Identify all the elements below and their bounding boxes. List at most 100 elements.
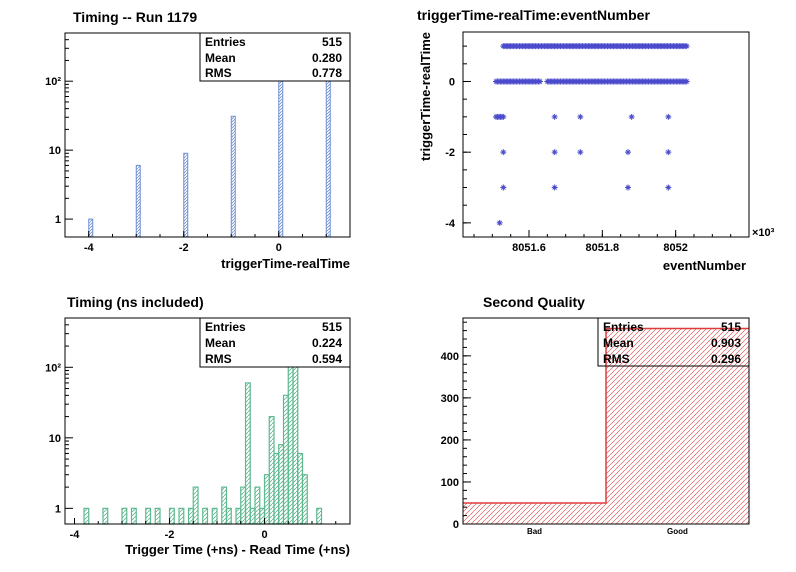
x-category-label: Good [667, 527, 688, 536]
data-point [683, 43, 690, 50]
stat-label: RMS [603, 352, 630, 366]
stat-value: 515 [721, 320, 741, 334]
panel-timing-run: Timing -- Run 1179 -4 -2 0 1 10 10² Entries 5… [45, 9, 351, 271]
histogram-bin [187, 507, 194, 525]
data-point [577, 113, 584, 120]
y-tick-label: -2 [445, 147, 455, 159]
histogram-bar [88, 218, 94, 238]
data-point [551, 113, 558, 120]
panel-second-quality: Second Quality Bad Good 0 100 200 300 400 Entr… [441, 294, 750, 536]
histogram-bin [178, 507, 185, 525]
panel-timing-ns: Timing (ns included) -4 -2 0 1 10 10² Entries… [45, 294, 351, 557]
panel2-title: triggerTime-realTime:eventNumber [417, 7, 650, 23]
histogram-bin [211, 507, 218, 525]
histogram-bin [259, 507, 266, 525]
data-point [665, 149, 672, 156]
histogram-bin [244, 382, 251, 525]
panel4-title: Second Quality [483, 294, 585, 310]
data-point [625, 149, 631, 156]
histogram-bin [192, 486, 199, 525]
stat-label: RMS [205, 66, 232, 80]
panel2-x-multiplier: ×10³ [752, 227, 775, 239]
panel1-title: Timing -- Run 1179 [73, 9, 197, 25]
histogram-bin [263, 474, 270, 525]
x-tick-label: -4 [70, 529, 81, 541]
x-tick-label: 8052 [663, 242, 687, 254]
y-tick-label: 100 [441, 477, 459, 489]
stat-label: Mean [603, 336, 634, 350]
histogram-bin [102, 507, 109, 525]
y-tick-label: 0 [453, 519, 459, 531]
panel1-xlabel: triggerTime-realTime [221, 256, 350, 271]
data-point [551, 184, 558, 191]
histogram-bin [154, 507, 161, 525]
data-point [665, 184, 672, 191]
data-point [537, 78, 543, 85]
histogram-bin [202, 507, 209, 525]
histogram-bin [273, 452, 280, 525]
histogram-bin [268, 415, 275, 525]
data-point [500, 184, 507, 191]
y-tick-label: 400 [441, 351, 459, 363]
y-tick-label: 10 [49, 145, 61, 157]
data-point [551, 149, 558, 156]
x-tick-label: 8051.6 [512, 242, 546, 254]
histogram-bin [287, 348, 294, 525]
stat-label: RMS [205, 352, 232, 366]
panel4-stats-box: Entries 515 Mean 0.903 RMS 0.296 [597, 317, 750, 367]
panel4-plot: Bad Good 0 100 200 300 400 [441, 321, 749, 536]
histogram-bin [254, 486, 261, 525]
histogram-bin [316, 507, 323, 525]
histogram-bin [240, 486, 247, 525]
data-point [683, 78, 690, 85]
y-tick-label: 1 [55, 503, 61, 515]
stat-value: 0.903 [711, 336, 741, 350]
x-tick-label: -2 [165, 529, 175, 541]
x-tick-label: 0 [261, 529, 267, 541]
y-tick-label: -4 [445, 218, 456, 230]
panel2-ylabel: triggerTime-realTime [418, 32, 433, 161]
quality-bar [606, 328, 749, 524]
stat-label: Entries [205, 320, 246, 334]
stat-label: Entries [603, 320, 644, 334]
y-tick-label: 0 [449, 76, 455, 88]
histogram-bin [168, 507, 175, 525]
histogram-bin [221, 486, 228, 525]
panel3-stats-box: Entries 515 Mean 0.224 RMS 0.594 [199, 317, 351, 368]
panel3-plot: -4 -2 0 1 10 10² [45, 324, 337, 541]
panel2-frame [462, 31, 750, 238]
x-tick-label: 0 [276, 242, 282, 254]
x-category-label: Bad [527, 527, 542, 536]
histogram-bar [135, 164, 141, 238]
panel2-xlabel: eventNumber [663, 258, 746, 273]
stat-value: 0.594 [312, 352, 342, 366]
histogram-bin [225, 507, 232, 525]
histogram-bin [282, 394, 289, 525]
quality-bar [463, 502, 606, 524]
histogram-bar [325, 57, 331, 238]
y-tick-label: 10 [49, 433, 61, 445]
stat-label: Mean [205, 336, 236, 350]
histogram-bin [83, 507, 90, 525]
data-point [665, 113, 672, 120]
quality-outline [463, 327, 749, 504]
histogram-bin [130, 507, 137, 525]
stat-value: 0.778 [312, 66, 342, 80]
data-point [628, 113, 635, 120]
x-tick-label: -2 [179, 242, 189, 254]
histogram-bin [121, 507, 128, 525]
histogram-bin [249, 507, 256, 525]
stat-label: Mean [205, 51, 236, 65]
stat-value: 0.296 [711, 352, 741, 366]
y-tick-label: 300 [441, 393, 459, 405]
histogram-bar [230, 115, 236, 238]
y-tick-label: 10² [45, 362, 61, 374]
histogram-bin [301, 474, 308, 525]
data-point [500, 113, 507, 120]
stat-value: 0.280 [312, 51, 342, 65]
panel2-plot: 8051.6 8051.8 8052 -4 -2 0 [445, 43, 732, 254]
data-point [625, 184, 631, 191]
x-tick-label: -4 [84, 242, 95, 254]
histogram-bar [183, 152, 189, 238]
